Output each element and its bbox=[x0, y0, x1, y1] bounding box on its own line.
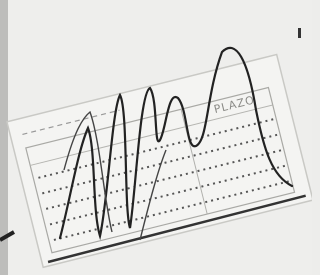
page: PLAZO (() => { const data = JSON.parse(d… bbox=[0, 0, 312, 275]
photo: PLAZO bbox=[0, 0, 312, 275]
corner-mark bbox=[298, 28, 301, 38]
left-edge-shadow bbox=[0, 0, 8, 275]
